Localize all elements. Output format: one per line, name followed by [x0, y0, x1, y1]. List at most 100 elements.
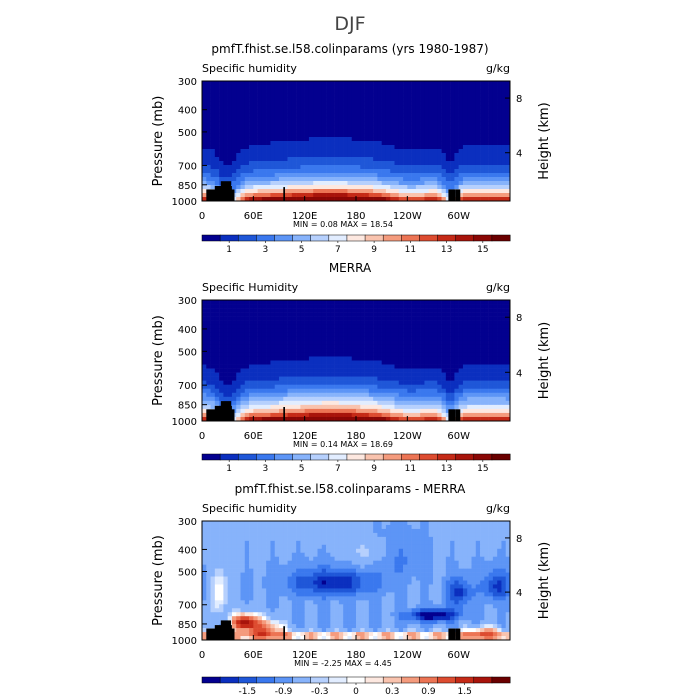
heatmap-cell — [244, 336, 250, 341]
heatmap-cell — [407, 360, 412, 365]
heatmap-cell — [227, 364, 233, 369]
heatmap-cell — [390, 416, 395, 422]
colorbar-label: 11 — [405, 464, 416, 474]
heatmap-cell — [390, 388, 395, 394]
heatmap-cell — [304, 364, 310, 369]
heatmap-cell — [257, 324, 263, 329]
heatmap-cell — [471, 388, 477, 394]
heatmap-cell — [505, 185, 511, 190]
heatmap-cell — [424, 121, 430, 126]
heatmap-cell — [308, 129, 314, 134]
heatmap-cell — [385, 125, 391, 130]
heatmap-cell — [231, 524, 237, 530]
heatmap-cell — [356, 89, 361, 94]
heatmap-cell — [317, 185, 323, 190]
heatmap-cell — [458, 161, 464, 166]
heatmap-cell — [381, 372, 387, 377]
heatmap-cell — [433, 101, 438, 106]
heatmap-cell — [300, 153, 305, 158]
heatmap-cell — [326, 308, 331, 313]
heatmap-cell — [266, 133, 271, 138]
heatmap-cell — [308, 109, 314, 114]
heatmap-cell — [347, 101, 353, 106]
heatmap-cell — [497, 368, 502, 373]
heatmap-cell — [411, 344, 417, 349]
heatmap-cell — [475, 376, 481, 381]
heatmap-cell — [236, 153, 241, 158]
heatmap-cell — [368, 532, 374, 538]
heatmap-cell — [458, 388, 464, 394]
heatmap-cell — [377, 145, 382, 150]
heatmap-cell — [424, 165, 430, 170]
heatmap-cell — [296, 85, 301, 90]
heatmap-cell — [249, 340, 254, 345]
heatmap-cell — [321, 185, 327, 190]
heatmap-cell — [214, 105, 220, 110]
heatmap-cell — [223, 368, 228, 373]
heatmap-cell — [420, 109, 425, 114]
heatmap-cell — [287, 312, 293, 317]
heatmap-cell — [240, 121, 246, 126]
heatmap-cell — [428, 133, 434, 138]
heatmap-cell — [304, 392, 310, 398]
heatmap-cell — [300, 372, 305, 377]
heatmap-cell — [287, 173, 293, 178]
heatmap-cell — [206, 380, 211, 385]
heatmap-cell — [270, 356, 276, 361]
heatmap-cell — [360, 177, 365, 182]
heatmap-cell — [317, 408, 323, 414]
heatmap-cell — [450, 540, 455, 546]
heatmap-cell — [296, 316, 301, 321]
heatmap-cell — [253, 532, 258, 538]
heatmap-cell — [261, 308, 267, 313]
heatmap-cell — [450, 157, 455, 162]
heatmap-cell — [411, 320, 417, 325]
heatmap-cell — [270, 189, 276, 194]
heatmap-cell — [236, 368, 241, 373]
heatmap-cell — [321, 145, 327, 150]
x-tick-label: 120E — [292, 211, 317, 222]
heatmap-cell — [364, 348, 370, 353]
heatmap-cell — [364, 173, 370, 178]
heatmap-cell — [407, 149, 412, 154]
heatmap-cell — [415, 81, 421, 86]
heatmap-cell — [488, 388, 494, 394]
heatmap-cell — [240, 157, 246, 162]
heatmap-cell — [202, 153, 207, 158]
heatmap-cell — [356, 416, 361, 422]
heatmap-cell — [279, 105, 284, 110]
heatmap-cell — [206, 521, 211, 526]
heatmap-cell — [398, 328, 404, 333]
heatmap-cell — [338, 300, 344, 305]
heatmap-cell — [308, 189, 314, 194]
heatmap-cell — [210, 364, 216, 369]
heatmap-cell — [270, 129, 276, 134]
heatmap-cell — [454, 340, 459, 345]
topography-block — [283, 407, 285, 421]
heatmap-cell — [471, 181, 477, 186]
heatmap-cell — [458, 368, 464, 373]
heatmap-cell — [467, 332, 472, 337]
heatmap-cell — [475, 81, 481, 86]
heatmap-cell — [313, 404, 318, 410]
heatmap-cell — [390, 109, 395, 114]
heatmap-cell — [317, 368, 323, 373]
heatmap-cell — [317, 121, 323, 126]
heatmap-cell — [385, 81, 391, 86]
heatmap-cell — [261, 189, 267, 194]
heatmap-cell — [351, 133, 357, 138]
heatmap-cell — [308, 388, 314, 394]
heatmap-cell — [403, 320, 408, 325]
heatmap-cell — [257, 328, 263, 333]
heatmap-cell — [394, 173, 400, 178]
heatmap-cell — [420, 169, 425, 174]
heatmap-cell — [364, 161, 370, 166]
heatmap-cell — [356, 348, 361, 353]
heatmap-cell — [351, 356, 357, 361]
colorbar-swatch — [292, 234, 312, 242]
heatmap-cell — [231, 129, 237, 134]
heatmap-cell — [398, 89, 404, 94]
heatmap-cell — [296, 117, 301, 122]
heatmap-cell — [283, 388, 288, 394]
heatmap-cell — [441, 145, 447, 150]
